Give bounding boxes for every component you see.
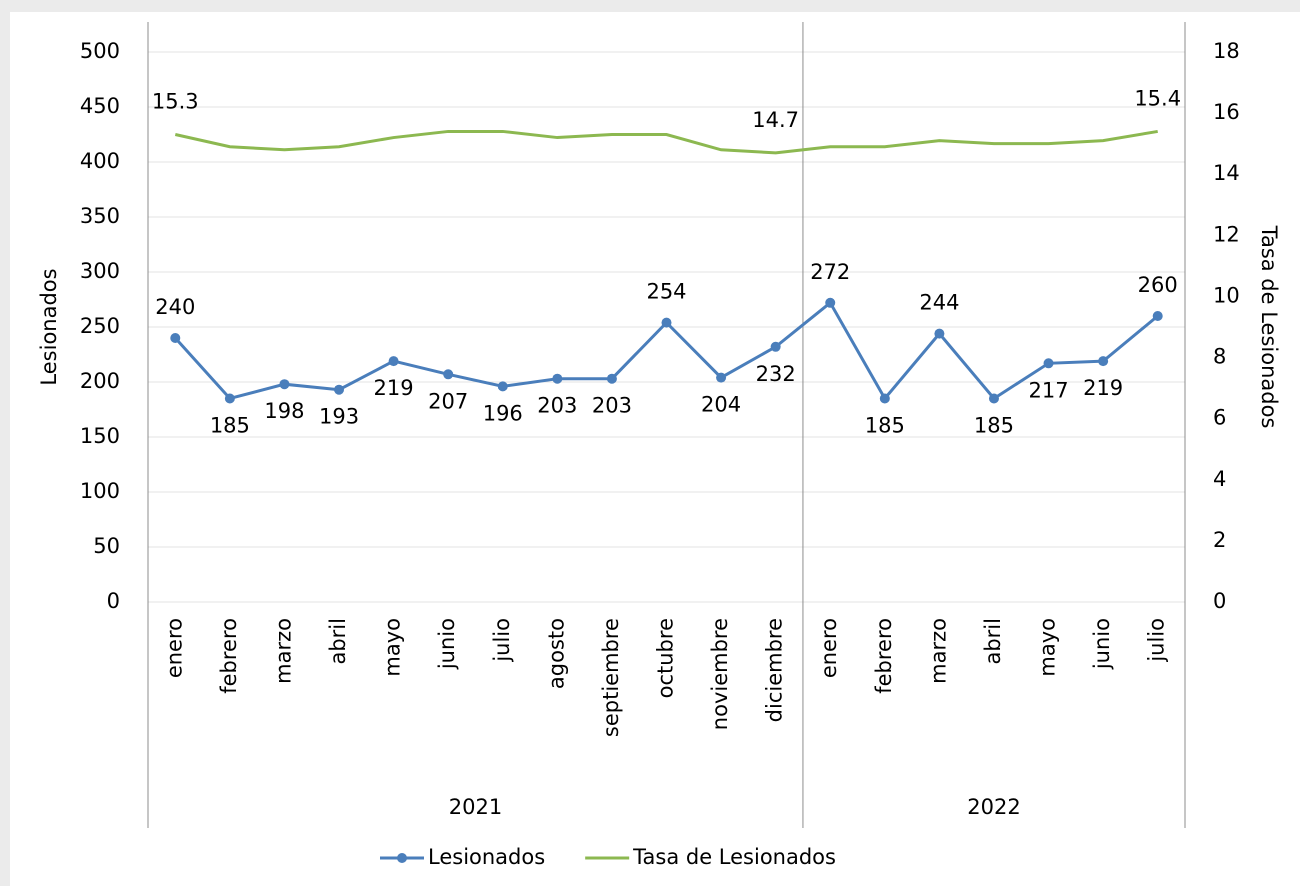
point	[497, 381, 508, 392]
point	[988, 393, 999, 404]
data-label: 198	[264, 399, 304, 423]
point	[879, 393, 890, 404]
y-tick-label: 300	[80, 259, 120, 283]
y2-tick-label: 4	[1213, 467, 1226, 491]
data-label: 185	[865, 414, 905, 438]
x-tick-label: agosto	[544, 618, 568, 689]
data-label: 240	[155, 295, 195, 319]
y2-tick-label: 6	[1213, 406, 1226, 430]
data-label: 272	[810, 260, 850, 284]
legend-label: Tasa de Lesionados	[632, 845, 836, 869]
point	[934, 328, 945, 339]
point	[388, 356, 399, 367]
x-tick-label: noviembre	[708, 618, 732, 730]
data-label: 219	[1083, 376, 1123, 400]
y2-tick-label: 16	[1213, 100, 1240, 124]
y2-tick-label: 18	[1213, 39, 1240, 63]
point	[1098, 356, 1109, 367]
y2-tick-label: 14	[1213, 161, 1240, 185]
point	[661, 317, 672, 328]
chart-background	[10, 12, 1300, 886]
x-tick-label: diciembre	[763, 618, 787, 722]
x-tick-label: febrero	[217, 618, 241, 694]
data-label: 193	[319, 405, 359, 429]
data-label: 203	[537, 394, 577, 418]
legend-marker	[397, 853, 407, 863]
x-tick-label: marzo	[926, 618, 950, 684]
data-label: 232	[756, 362, 796, 386]
point	[770, 341, 781, 352]
y-tick-label: 500	[80, 39, 120, 63]
data-label: 15.4	[1134, 86, 1181, 110]
y2-tick-label: 8	[1213, 345, 1226, 369]
x-tick-label: abril	[981, 618, 1005, 665]
x-tick-label: enero	[817, 618, 841, 678]
x-tick-label: junio	[1090, 618, 1114, 670]
point	[170, 333, 181, 343]
point	[825, 297, 836, 308]
x-tick-label: julio	[490, 618, 514, 663]
x-tick-label: septiembre	[599, 618, 623, 737]
data-label: 14.7	[752, 108, 799, 132]
data-label: 217	[1029, 378, 1069, 402]
x-tick-label: abril	[326, 618, 350, 665]
data-label: 185	[210, 414, 250, 438]
y2-axis-title: Tasa de Lesionados	[1257, 225, 1281, 429]
x-tick-label: mayo	[381, 618, 405, 677]
data-label: 15.3	[152, 90, 199, 114]
x-tick-label: julio	[1145, 618, 1169, 663]
y-tick-label: 450	[80, 94, 120, 118]
legend-label: Lesionados	[428, 845, 545, 869]
data-label: 196	[483, 401, 523, 425]
y-tick-label: 400	[80, 149, 120, 173]
point	[334, 384, 345, 395]
point	[443, 369, 454, 380]
point	[552, 373, 563, 384]
y2-tick-label: 0	[1213, 589, 1226, 613]
data-label: 254	[646, 280, 686, 304]
data-label: 204	[701, 393, 741, 417]
data-label: 260	[1138, 273, 1178, 297]
y-tick-label: 0	[107, 589, 120, 613]
x-tick-label: mayo	[1036, 618, 1060, 677]
x-tick-label: enero	[162, 618, 186, 678]
data-label: 219	[374, 376, 414, 400]
data-label: 244	[919, 291, 959, 315]
y-axis-title: Lesionados	[37, 268, 61, 385]
data-label: 185	[974, 414, 1014, 438]
data-label: 207	[428, 389, 468, 413]
y-tick-label: 100	[80, 479, 120, 503]
point	[716, 372, 727, 383]
group-label: 2021	[449, 795, 502, 819]
y2-tick-label: 12	[1213, 222, 1240, 246]
y2-tick-label: 2	[1213, 528, 1226, 552]
group-label: 2022	[967, 795, 1020, 819]
x-tick-label: octubre	[654, 618, 678, 698]
y2-tick-label: 10	[1213, 283, 1240, 307]
point	[606, 373, 617, 384]
point	[224, 393, 235, 404]
point	[1152, 311, 1163, 321]
point	[1043, 358, 1054, 369]
y-tick-label: 50	[93, 534, 120, 558]
point	[279, 379, 290, 390]
data-label: 203	[592, 394, 632, 418]
y-tick-label: 350	[80, 204, 120, 228]
x-tick-label: marzo	[271, 618, 295, 684]
series-line	[174, 129, 1158, 155]
y-tick-label: 150	[80, 424, 120, 448]
x-tick-label: junio	[435, 618, 459, 670]
y-tick-label: 250	[80, 314, 120, 338]
x-tick-label: febrero	[872, 618, 896, 694]
y-tick-label: 200	[80, 369, 120, 393]
